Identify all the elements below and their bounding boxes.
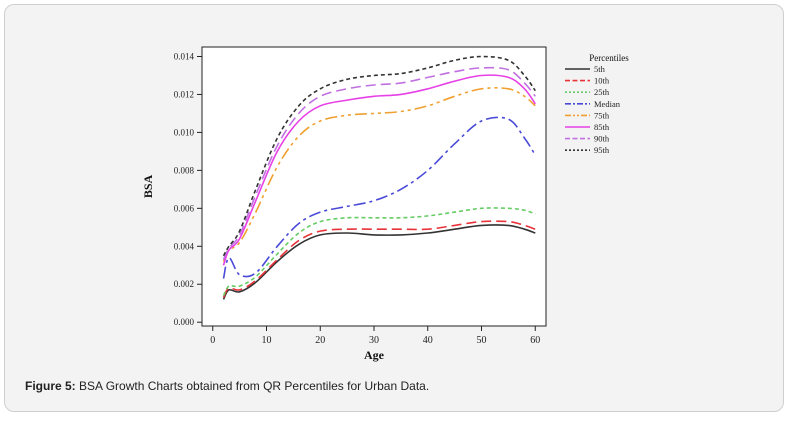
series-line-90th	[222, 66, 536, 260]
x-tick-label: 40	[423, 335, 433, 346]
series-line-10th	[222, 220, 536, 298]
legend-label: 10th	[594, 76, 610, 86]
series-line-85th	[222, 74, 536, 266]
y-tick-label: 0.010	[174, 127, 195, 137]
legend-label: 85th	[594, 122, 610, 132]
y-tick-label: 0.004	[174, 241, 195, 251]
legend-label: 5th	[594, 64, 606, 74]
y-tick-label: 0.014	[174, 51, 195, 61]
figure-caption: Figure 5: BSA Growth Charts obtained fro…	[25, 379, 429, 393]
series-line-25th	[222, 207, 536, 297]
y-tick-label: 0.008	[174, 165, 195, 175]
plot-area-border	[201, 46, 547, 327]
x-tick-label: 10	[262, 335, 272, 346]
series-line-75th	[222, 87, 536, 262]
legend-label: 25th	[594, 87, 610, 97]
series-line-5th	[222, 224, 536, 300]
y-axis: 0.000 0.002 0.004 0.006 0.008 0.010 0.012 0.014	[174, 51, 202, 327]
x-tick-label: 20	[315, 335, 325, 346]
legend-title: Percentiles	[589, 53, 629, 63]
x-tick-label: 60	[530, 335, 540, 346]
x-tick-label: 0	[210, 335, 215, 346]
caption-text: BSA Growth Charts obtained from QR Perce…	[75, 379, 430, 393]
y-tick-label: 0.012	[174, 89, 194, 99]
legend-label: Median	[594, 99, 621, 109]
legend-label: 90th	[594, 134, 610, 144]
series-layer	[222, 55, 536, 300]
legend-label: 75th	[594, 110, 610, 120]
x-tick-label: 30	[369, 335, 379, 346]
caption-label: Figure 5:	[25, 379, 76, 393]
series-line-median	[222, 116, 536, 279]
y-tick-label: 0.002	[174, 279, 194, 289]
y-axis-label: BSA	[141, 174, 155, 198]
x-axis: 0 10 20 30 40 50 60	[210, 326, 540, 346]
x-axis-label: Age	[364, 348, 385, 362]
legend-label: 95th	[594, 145, 610, 155]
y-tick-label: 0.000	[174, 317, 195, 327]
series-line-95th	[222, 55, 536, 257]
y-tick-label: 0.006	[174, 203, 195, 213]
x-tick-label: 50	[477, 335, 487, 346]
